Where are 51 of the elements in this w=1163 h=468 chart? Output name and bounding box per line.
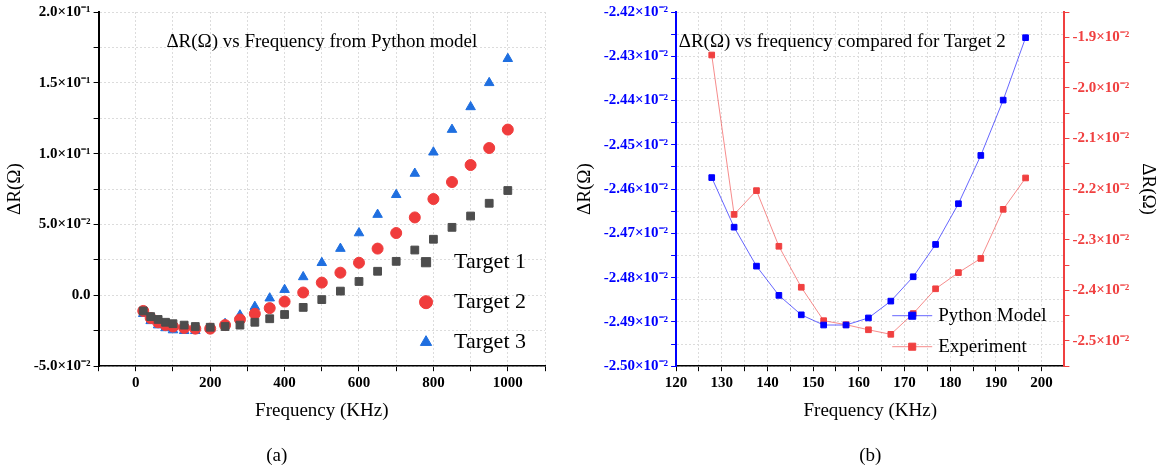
x-tick-label: 180 — [938, 374, 962, 391]
y-tick-label: -5.0×10⁻² — [33, 357, 92, 374]
x-tick-label: 400 — [273, 374, 296, 391]
y-tick-label: -2.46×10⁻² — [603, 179, 669, 196]
x-axis-title: Frequency (KHz) — [803, 398, 937, 421]
y2-tick-label: -1.9×10⁻² — [1072, 28, 1130, 45]
legend-label: Target 1 — [454, 247, 527, 273]
x-tick-label: 200 — [1030, 374, 1053, 391]
y2-tick-label: -2.4×10⁻² — [1072, 281, 1130, 298]
legend-label: Experiment — [938, 334, 1028, 356]
x-tick-label: 800 — [422, 374, 445, 391]
x-tick-label: 160 — [847, 374, 871, 391]
x-tick-label: 140 — [756, 374, 779, 391]
y2-tick-label: -2.0×10⁻² — [1072, 78, 1130, 95]
legend-label: Target 3 — [454, 327, 527, 353]
y2-tick-label: -2.3×10⁻² — [1072, 230, 1130, 247]
y-tick-label: -2.44×10⁻² — [603, 91, 669, 108]
y-tick-label: -2.49×10⁻² — [603, 312, 669, 329]
y2-tick-label: -2.5×10⁻² — [1072, 331, 1130, 348]
x-tick-label: 170 — [893, 374, 916, 391]
text: (a) — [266, 443, 288, 466]
x-tick-label: 0 — [132, 374, 140, 391]
text: ΔR(Ω) vs Frequency from Python model — [166, 29, 478, 52]
y2-axis-title: ΔR(Ω) — [1137, 163, 1160, 215]
x-tick-label: 600 — [347, 374, 371, 391]
y-tick-label: -2.42×10⁻² — [603, 2, 669, 19]
x-axis-title: Frequency (KHz) — [255, 398, 389, 421]
y-tick-label: 1.5×10⁻¹ — [38, 73, 91, 90]
x-tick-label: 200 — [198, 374, 222, 391]
y-tick-label: 2.0×10⁻¹ — [38, 2, 91, 19]
y-tick-label: -2.50×10⁻² — [603, 357, 669, 374]
text: ΔR(Ω) vs frequency compared for Target 2 — [678, 29, 1006, 52]
y-tick-label: -2.45×10⁻² — [603, 135, 669, 152]
x-tick-label: 1000 — [492, 374, 523, 391]
y-tick-label: -2.43×10⁻² — [603, 47, 669, 64]
y2-tick-label: -2.2×10⁻² — [1072, 179, 1130, 196]
x-tick-label: 190 — [984, 374, 1008, 391]
text: (b) — [859, 443, 882, 466]
y-tick-label: -2.47×10⁻² — [603, 224, 669, 241]
y2-tick-label: -2.1×10⁻² — [1072, 129, 1130, 146]
x-tick-label: 130 — [710, 374, 734, 391]
x-tick-label: 150 — [801, 374, 825, 391]
y-tick-label: 1.0×10⁻¹ — [38, 144, 91, 161]
y-tick-label: -2.48×10⁻² — [603, 268, 669, 285]
y-tick-label: 0.0 — [71, 286, 91, 303]
x-tick-label: 120 — [664, 374, 688, 391]
legend-label: Python Model — [938, 303, 1047, 325]
y-tick-label: 5.0×10⁻² — [38, 215, 92, 232]
legend-label: Target 2 — [454, 287, 527, 313]
y-axis-title: ΔR(Ω) — [573, 163, 596, 215]
y-axis-title: ΔR(Ω) — [3, 163, 26, 215]
